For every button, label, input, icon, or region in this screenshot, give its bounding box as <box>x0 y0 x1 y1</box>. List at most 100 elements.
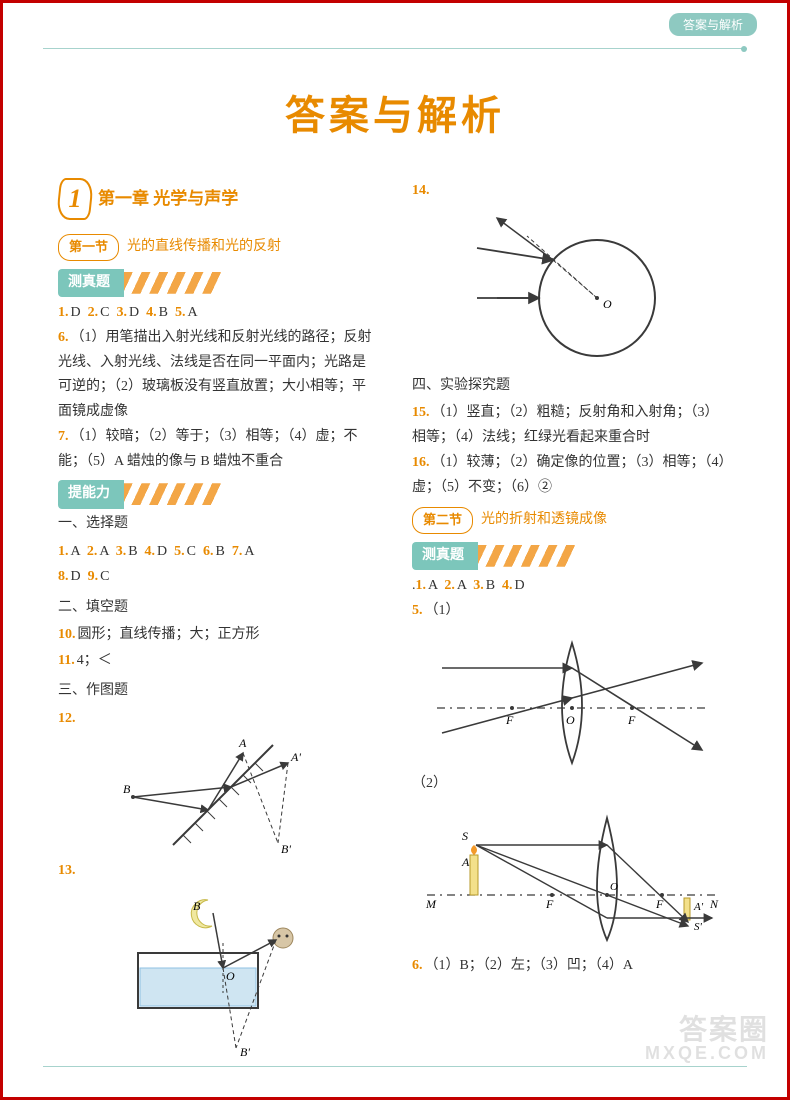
mc-row-1: 1.D 2.C 3.D 4.B 5.A <box>58 301 378 326</box>
q-ans: A <box>457 578 466 593</box>
label-B: B <box>193 899 201 913</box>
q-num: 6. <box>203 544 214 559</box>
q-ans: C <box>100 569 109 584</box>
section-2-head: 第二节 光的折射和透镜成像 <box>412 507 607 534</box>
q-text: （1）B；（2）左；（3）凹；（4）A <box>425 958 633 973</box>
q10: 10.圆形；直线传播；大；正方形 <box>58 623 378 648</box>
band-cezheti-1: 测真题 <box>58 271 378 295</box>
q-num: 2. <box>88 305 99 320</box>
page-title: 答案与解析 <box>3 83 787 141</box>
fig-5-2: M N O F F S A A' S' <box>412 800 732 950</box>
label-B: B <box>123 782 131 796</box>
label-O: O <box>226 969 235 983</box>
q15: 15.（1）竖直；（2）粗糙；反射角和入射角；（3）相等；（4）法线；红绿光看起… <box>412 401 732 450</box>
q-text: 4；＜ <box>77 653 112 668</box>
q-num: 3. <box>473 578 484 593</box>
q-num: 5. <box>412 603 423 618</box>
q-num: 1. <box>58 305 69 320</box>
section-title: 光的折射和透镜成像 <box>481 508 607 533</box>
lens-imaging-diagram: M N O F F S A A' S' <box>422 800 722 950</box>
head-zuotu: 三、作图题 <box>58 679 378 704</box>
mirror-reflection-diagram: B A A' B' <box>113 735 323 855</box>
content-columns: 1 第一章 光学与声学 第一节 光的直线传播和光的反射 测真题 1.D 2.C … <box>58 178 732 1042</box>
section-1-head: 第一节 光的直线传播和光的反射 <box>58 234 281 261</box>
q-text: （1）较暗；（2）等于；（3）相等；（4）虚；不能；（5）A 蜡烛的像与 B 蜡… <box>58 429 358 469</box>
q-ans: D <box>515 578 525 593</box>
label-Bp: B' <box>281 842 291 855</box>
fig-14: O <box>412 208 732 368</box>
fig-12: B A A' B' <box>58 735 378 855</box>
q-ans: D <box>157 544 167 559</box>
label-O: O <box>566 713 575 727</box>
label-A: A <box>461 855 470 869</box>
q-num: 7. <box>58 429 69 444</box>
q-ans: B <box>216 544 225 559</box>
chapter-title: 第一章 光学与声学 <box>98 184 238 214</box>
label-O: O <box>603 297 612 311</box>
q-num: 10. <box>58 627 76 642</box>
left-column: 1 第一章 光学与声学 第一节 光的直线传播和光的反射 测真题 1.D 2.C … <box>58 178 378 1042</box>
head-xuanze: 一、选择题 <box>58 512 378 537</box>
watermark-line1: 答案圈 <box>645 1015 769 1044</box>
q16: 16.（1）较薄；（2）确定像的位置；（3）相等；（4）虚；（5）不变；（6）② <box>412 451 732 500</box>
q-text: （1）用笔描出入射光线和反射光线的路径；反射光线、入射光线、法线是否在同一平面内… <box>58 330 372 419</box>
q6r: 6.（1）B；（2）左；（3）凹；（4）A <box>412 954 732 979</box>
label-M: M <box>425 897 437 911</box>
label-Bp: B' <box>240 1045 250 1058</box>
q-num: 2. <box>87 544 98 559</box>
label-N: N <box>709 897 719 911</box>
q-text: （1）较薄；（2）确定像的位置；（3）相等；（4）虚；（5）不变；（6）② <box>412 455 726 495</box>
band-stripes <box>124 272 224 294</box>
q-ans: B <box>128 544 137 559</box>
q-num: 11. <box>58 653 75 668</box>
q-num: 14. <box>412 183 430 198</box>
q-ans: A <box>71 544 80 559</box>
head-shiyan: 四、实验探究题 <box>412 374 732 399</box>
band-label: 测真题 <box>58 269 124 298</box>
q-num: 13. <box>58 863 76 878</box>
q-num: 3. <box>116 305 127 320</box>
q-ans: A <box>187 305 197 320</box>
label-S: S <box>462 829 468 843</box>
label-Ap: A' <box>693 901 704 913</box>
q-num: 5. <box>175 305 186 320</box>
band-label: 提能力 <box>58 480 124 509</box>
q-num: 1. <box>58 544 69 559</box>
label-F: F <box>627 713 636 727</box>
fig-13: O B B' <box>58 888 378 1058</box>
q-num: 5. <box>174 544 185 559</box>
lens-parallel-diagram: O F F <box>432 628 712 768</box>
right-column: 14. O <box>412 178 732 1042</box>
section-pill: 第二节 <box>412 507 473 534</box>
chapter-head: 1 第一章 光学与声学 <box>58 178 378 220</box>
q-ans: B <box>486 578 495 593</box>
watermark-line2: MXQE.COM <box>645 1044 769 1063</box>
q11: 11.4；＜ <box>58 649 378 674</box>
q-ans: A <box>428 578 437 593</box>
q-num: 4. <box>146 305 157 320</box>
q-num: 3. <box>116 544 127 559</box>
band-label: 测真题 <box>412 542 478 571</box>
q14-label: 14. <box>412 179 732 204</box>
section-title: 光的直线传播和光的反射 <box>127 235 281 260</box>
q7: 7.（1）较暗；（2）等于；（3）相等；（4）虚；不能；（5）A 蜡烛的像与 B… <box>58 425 378 474</box>
q-num: 2. <box>444 578 455 593</box>
q-num: 1. <box>416 578 427 593</box>
q12-label: 12. <box>58 707 378 732</box>
q-ans: D <box>71 569 81 584</box>
band-tinengli: 提能力 <box>58 482 378 506</box>
q-num: 7. <box>232 544 243 559</box>
mc-row-3: 8.D 9.C <box>58 565 378 590</box>
q6: 6.（1）用笔描出入射光线和反射光线的路径；反射光线、入射光线、法线是否在同一平… <box>58 326 378 424</box>
q-num: 12. <box>58 711 76 726</box>
q-num: 8. <box>58 569 69 584</box>
q-num: 6. <box>412 958 423 973</box>
q-ans: A <box>99 544 108 559</box>
q-text: （1） <box>425 603 460 618</box>
q-num: 4. <box>502 578 513 593</box>
water-refraction-diagram: O B B' <box>118 888 318 1058</box>
label-A: A <box>238 736 247 750</box>
q-ans: D <box>71 305 81 320</box>
q-num: 15. <box>412 405 430 420</box>
label-Sp: S' <box>694 921 703 933</box>
